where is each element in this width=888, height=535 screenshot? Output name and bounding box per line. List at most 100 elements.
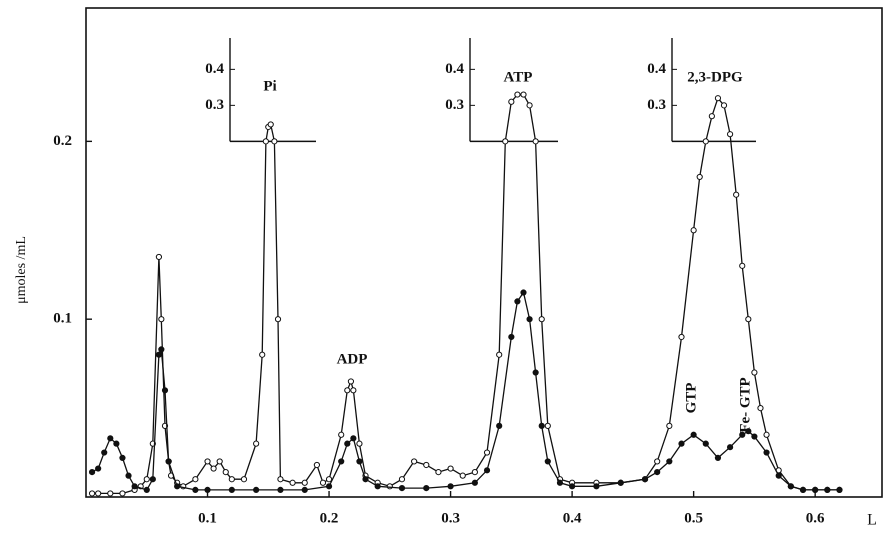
data-point (726, 444, 734, 451)
data-point (253, 440, 260, 447)
data-point (532, 138, 539, 145)
data-point (508, 98, 515, 105)
y-axis-label: μmoles /mL (14, 236, 29, 304)
data-point (641, 476, 649, 483)
data-point (228, 486, 235, 493)
data-point (757, 404, 764, 412)
data-point (271, 138, 278, 145)
data-point (514, 91, 521, 98)
data-point (267, 121, 274, 128)
data-point (344, 387, 351, 394)
data-point (301, 486, 308, 493)
data-point (119, 490, 126, 497)
inset-tick-label: 0.4 (445, 61, 464, 77)
data-point (702, 440, 709, 447)
data-point (149, 476, 156, 483)
annotation: ADP (337, 351, 368, 367)
data-point (301, 479, 308, 486)
data-point (447, 465, 454, 472)
data-point (690, 227, 697, 234)
data-point (483, 449, 491, 456)
data-point (356, 458, 363, 465)
data-point (95, 490, 102, 497)
data-point (216, 458, 223, 465)
data-point (143, 486, 150, 493)
data-point (158, 346, 165, 353)
data-point (131, 483, 138, 490)
data-point (204, 458, 211, 465)
data-point (222, 469, 229, 476)
data-point (812, 486, 819, 493)
x-tick-label: 0.5 (684, 510, 703, 526)
inset-tick-label: 0.4 (205, 61, 224, 77)
data-point (344, 440, 351, 447)
data-point (386, 483, 393, 490)
data-point (362, 476, 369, 483)
data-point (787, 483, 794, 490)
x-tick-label: 0.4 (563, 510, 582, 526)
data-point (526, 316, 533, 323)
data-point (259, 351, 266, 358)
data-point (617, 479, 624, 486)
data-point (165, 458, 172, 465)
data-point (253, 486, 260, 493)
inset-tick-label: 0.3 (445, 97, 464, 113)
data-point (690, 431, 697, 438)
data-point (155, 253, 163, 261)
annotation: Fe- GTP (737, 377, 753, 432)
data-point (174, 483, 181, 490)
data-point (277, 486, 284, 493)
data-point (739, 262, 746, 269)
data-point (228, 476, 235, 483)
x-axis-label: L (867, 512, 877, 529)
data-point (158, 316, 165, 323)
x-tick-label: 0.1 (198, 510, 217, 526)
data-point (88, 469, 96, 476)
data-point (763, 431, 770, 438)
data-point (192, 486, 199, 493)
annotation: GTP (683, 383, 699, 414)
data-point (101, 449, 108, 456)
data-point (95, 465, 102, 472)
data-point (496, 422, 503, 429)
data-point (726, 131, 734, 138)
y-tick-label: 0.1 (53, 311, 72, 327)
data-point (720, 102, 728, 109)
data-point (824, 486, 831, 493)
data-point (277, 476, 284, 483)
data-point (325, 476, 333, 483)
x-tick-label: 0.2 (320, 510, 339, 526)
data-point (666, 458, 673, 465)
data-point (483, 467, 491, 474)
inset-tick-label: 0.3 (205, 97, 224, 113)
series-line (92, 93, 840, 495)
data-point (569, 483, 576, 490)
data-point (544, 422, 551, 429)
data-point (161, 387, 169, 394)
data-point (532, 369, 539, 376)
inset-label: 2,3-DPG (687, 69, 743, 85)
data-point (350, 435, 357, 442)
data-point (113, 440, 120, 447)
data-point (702, 138, 709, 145)
data-point (423, 461, 430, 469)
data-point (775, 472, 782, 479)
data-point (593, 483, 600, 490)
data-point (289, 479, 296, 486)
data-point (745, 316, 752, 323)
data-point (836, 486, 843, 493)
data-point (447, 483, 454, 490)
data-point (733, 191, 740, 198)
data-point (313, 461, 321, 469)
data-point (471, 479, 478, 486)
data-point (356, 440, 363, 447)
data-point (374, 483, 381, 490)
data-point (204, 486, 211, 493)
data-point (347, 378, 355, 385)
data-point (435, 469, 442, 476)
inset-label: ATP (504, 69, 533, 85)
inset-tick-label: 0.4 (647, 61, 666, 77)
data-point (398, 485, 406, 492)
data-point (739, 431, 746, 438)
